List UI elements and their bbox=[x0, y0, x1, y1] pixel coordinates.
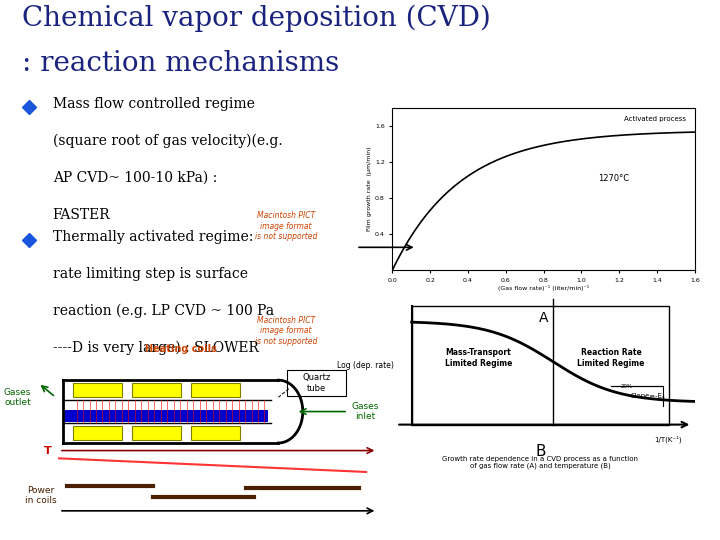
Bar bbox=[132, 383, 181, 397]
Bar bbox=[63, 410, 268, 422]
Text: B: B bbox=[535, 444, 546, 459]
Text: Quartz
tube: Quartz tube bbox=[302, 373, 330, 393]
Text: 1270°C: 1270°C bbox=[598, 174, 629, 183]
Text: 1/T(K⁻¹): 1/T(K⁻¹) bbox=[654, 436, 682, 443]
Bar bbox=[192, 426, 240, 440]
Text: Gases
outlet: Gases outlet bbox=[4, 388, 31, 407]
FancyBboxPatch shape bbox=[287, 370, 346, 396]
Text: A: A bbox=[539, 311, 549, 325]
Text: Heating coils: Heating coils bbox=[145, 343, 217, 354]
Text: Log (dep. rate): Log (dep. rate) bbox=[337, 361, 394, 370]
Bar bbox=[73, 383, 122, 397]
Text: Activated process: Activated process bbox=[624, 116, 685, 122]
Text: Growth rate dependence in a CVD process as a function
of gas flow rate (A) and t: Growth rate dependence in a CVD process … bbox=[442, 456, 639, 469]
Text: AP CVD~ 100-10 kPa) :: AP CVD~ 100-10 kPa) : bbox=[53, 171, 217, 185]
Text: Mass flow controlled regime: Mass flow controlled regime bbox=[53, 97, 255, 111]
Y-axis label: Film growth rate  (µm/min): Film growth rate (µm/min) bbox=[367, 147, 372, 231]
Text: ----D is very large) : SLOWER: ----D is very large) : SLOWER bbox=[53, 341, 258, 355]
Bar bbox=[412, 306, 669, 424]
Text: 20%: 20% bbox=[620, 383, 632, 389]
Text: reaction (e.g. LP CVD ~ 100 Pa: reaction (e.g. LP CVD ~ 100 Pa bbox=[53, 304, 274, 318]
Text: Macintosh PICT
image format
is not supported: Macintosh PICT image format is not suppo… bbox=[255, 316, 318, 346]
X-axis label: (Gas flow rate)⁻¹ (liter/min)⁻¹: (Gas flow rate)⁻¹ (liter/min)⁻¹ bbox=[498, 286, 589, 292]
Text: T: T bbox=[44, 446, 52, 456]
Text: rate limiting step is surface: rate limiting step is surface bbox=[53, 267, 248, 281]
Text: FASTER: FASTER bbox=[53, 208, 110, 222]
Bar bbox=[192, 383, 240, 397]
Text: Slope=-Eₐ: Slope=-Eₐ bbox=[631, 393, 665, 399]
Text: Gases
inlet: Gases inlet bbox=[351, 402, 379, 421]
Text: Mass-Transport
Limited Regime: Mass-Transport Limited Regime bbox=[445, 348, 513, 368]
Bar bbox=[132, 426, 181, 440]
Text: Chemical vapor deposition (CVD): Chemical vapor deposition (CVD) bbox=[22, 4, 490, 32]
Text: (square root of gas velocity)(e.g.: (square root of gas velocity)(e.g. bbox=[53, 134, 282, 148]
Bar bbox=[73, 426, 122, 440]
Text: Power
in coils: Power in coils bbox=[24, 485, 56, 505]
Text: Reaction Rate
Limited Regime: Reaction Rate Limited Regime bbox=[577, 348, 645, 368]
Text: Thermally activated regime:: Thermally activated regime: bbox=[53, 230, 253, 244]
Text: : reaction mechanisms: : reaction mechanisms bbox=[22, 50, 339, 77]
Text: Macintosh PICT
image format
is not supported: Macintosh PICT image format is not suppo… bbox=[255, 211, 318, 241]
